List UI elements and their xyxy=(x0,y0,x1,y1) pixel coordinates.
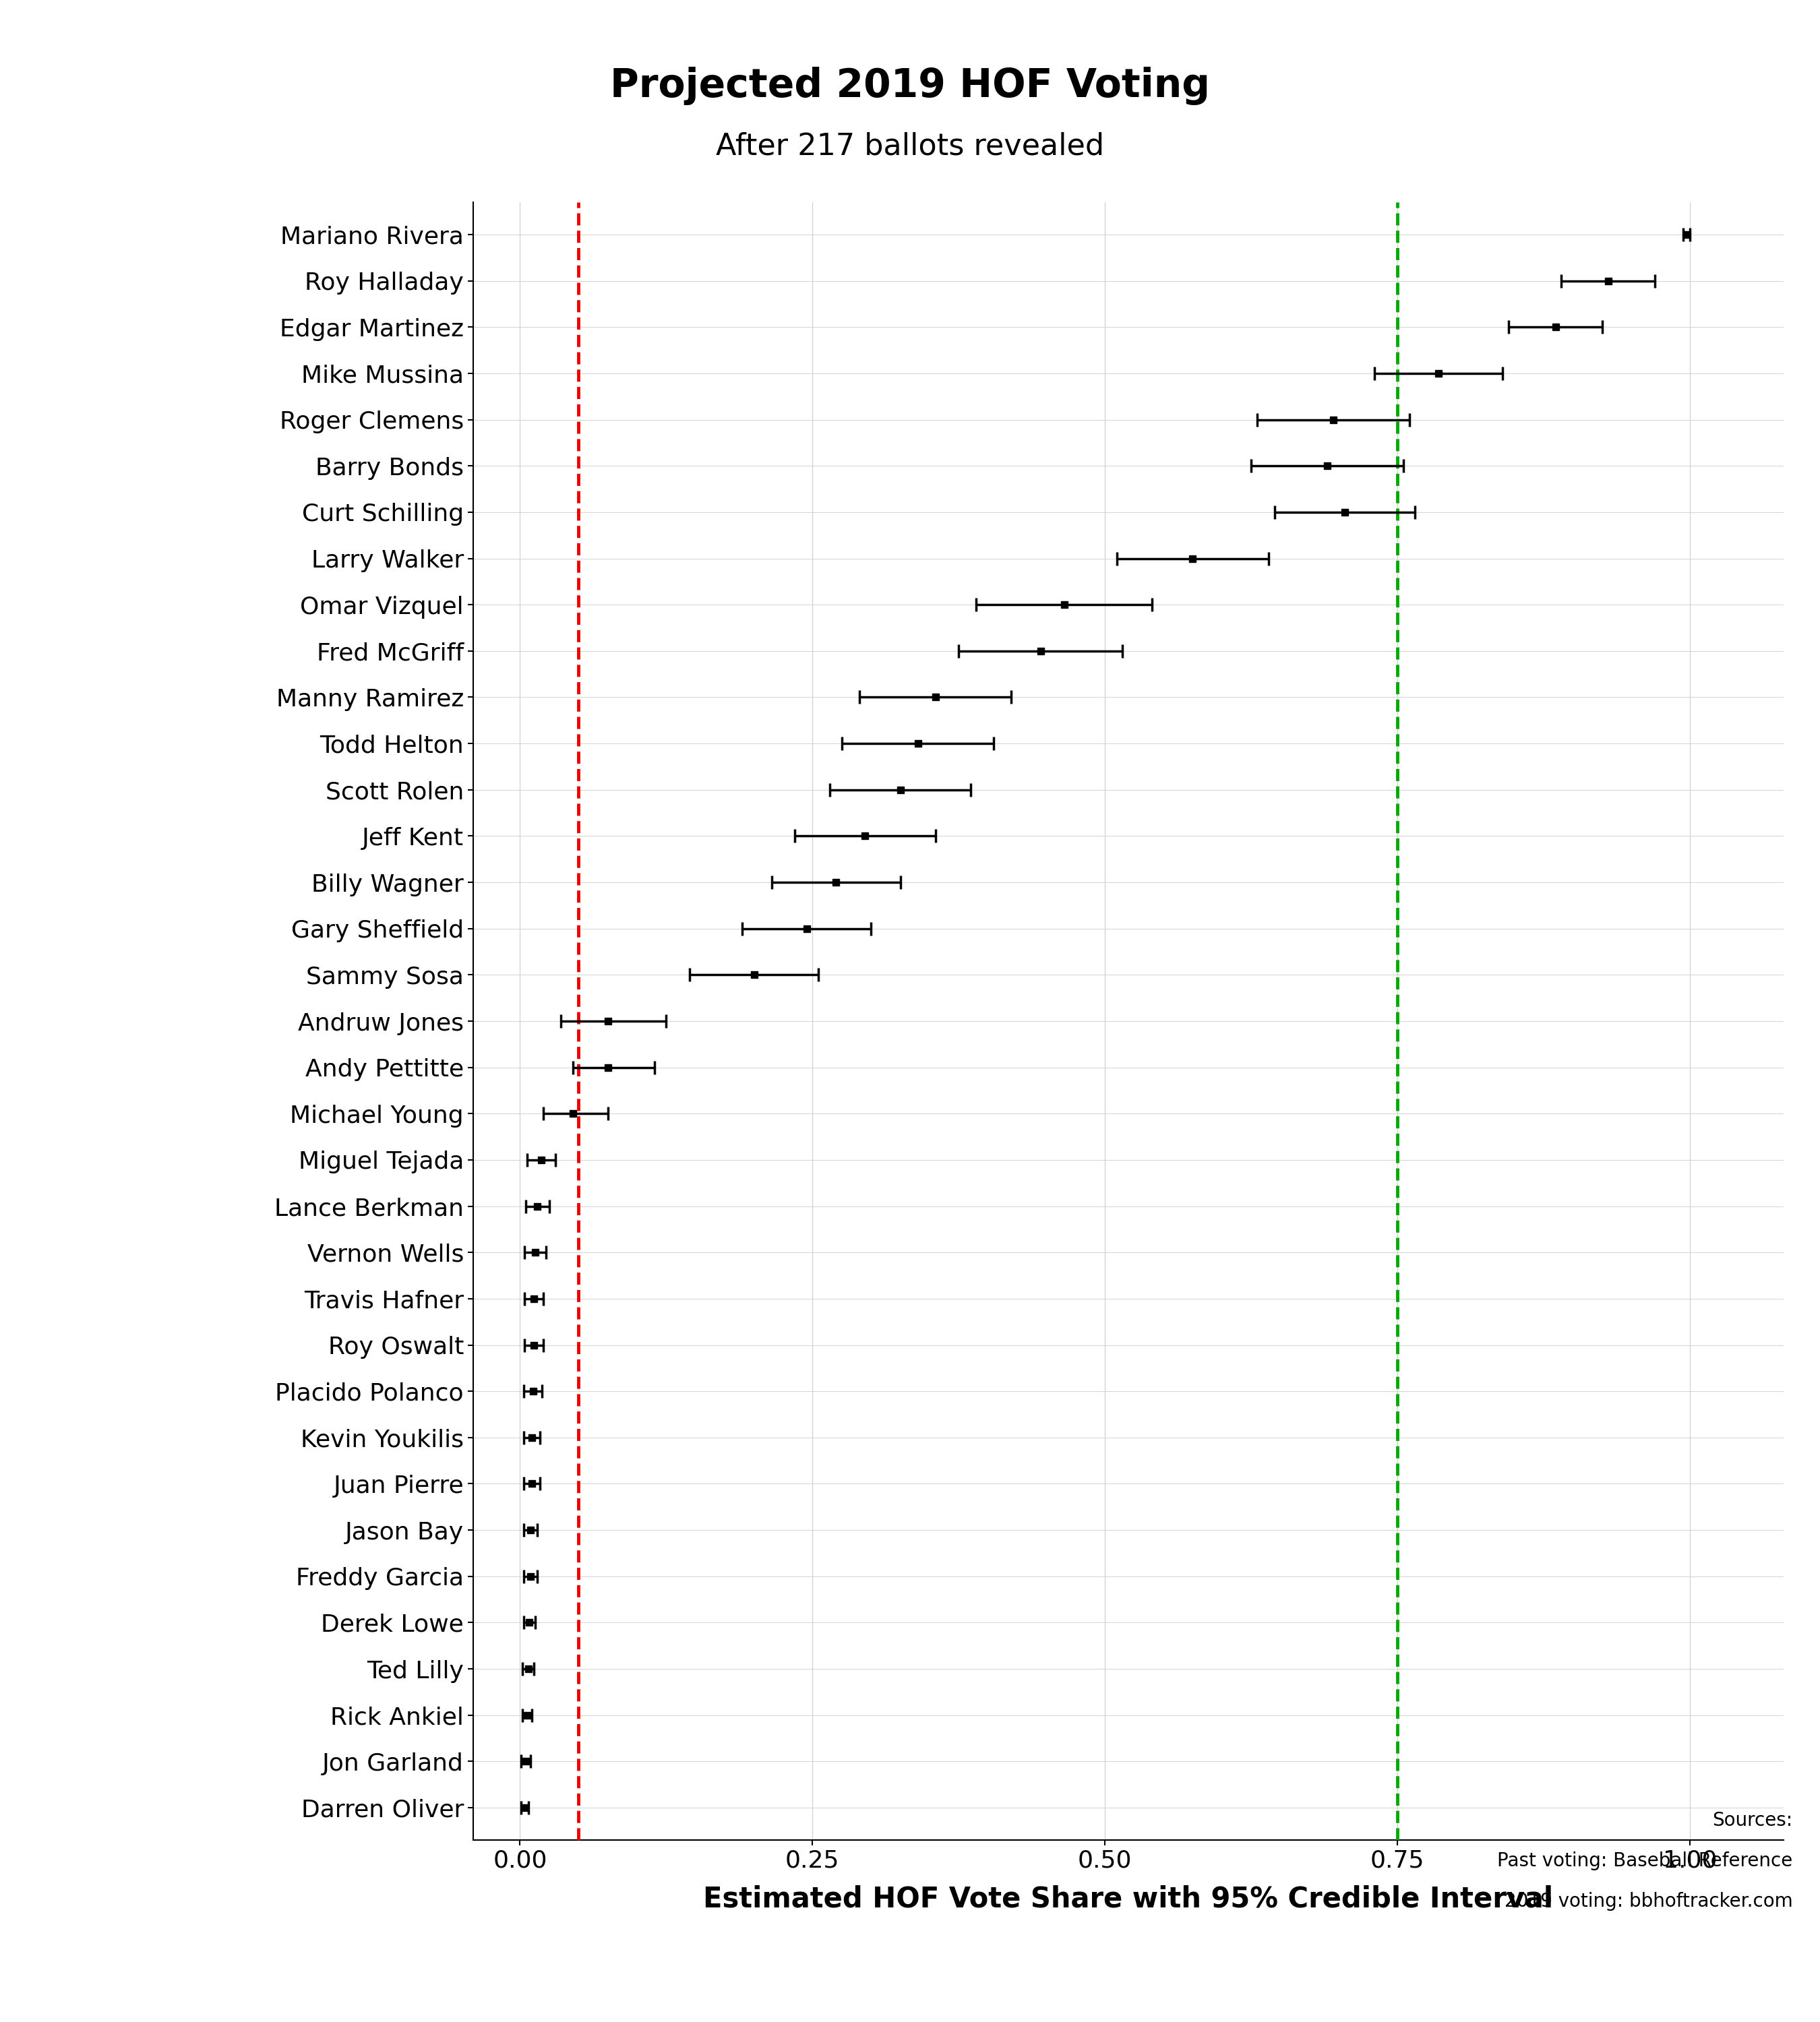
Text: Sources:: Sources: xyxy=(1713,1812,1793,1830)
Text: Projected 2019 HOF Voting: Projected 2019 HOF Voting xyxy=(610,67,1210,105)
X-axis label: Estimated HOF Vote Share with 95% Credible Interval: Estimated HOF Vote Share with 95% Credib… xyxy=(703,1885,1554,1913)
Text: Past voting: Baseball Reference: Past voting: Baseball Reference xyxy=(1498,1852,1793,1870)
Text: 2019 voting: bbhoftracker.com: 2019 voting: bbhoftracker.com xyxy=(1505,1893,1793,1911)
Text: After 217 ballots revealed: After 217 ballots revealed xyxy=(715,131,1105,160)
